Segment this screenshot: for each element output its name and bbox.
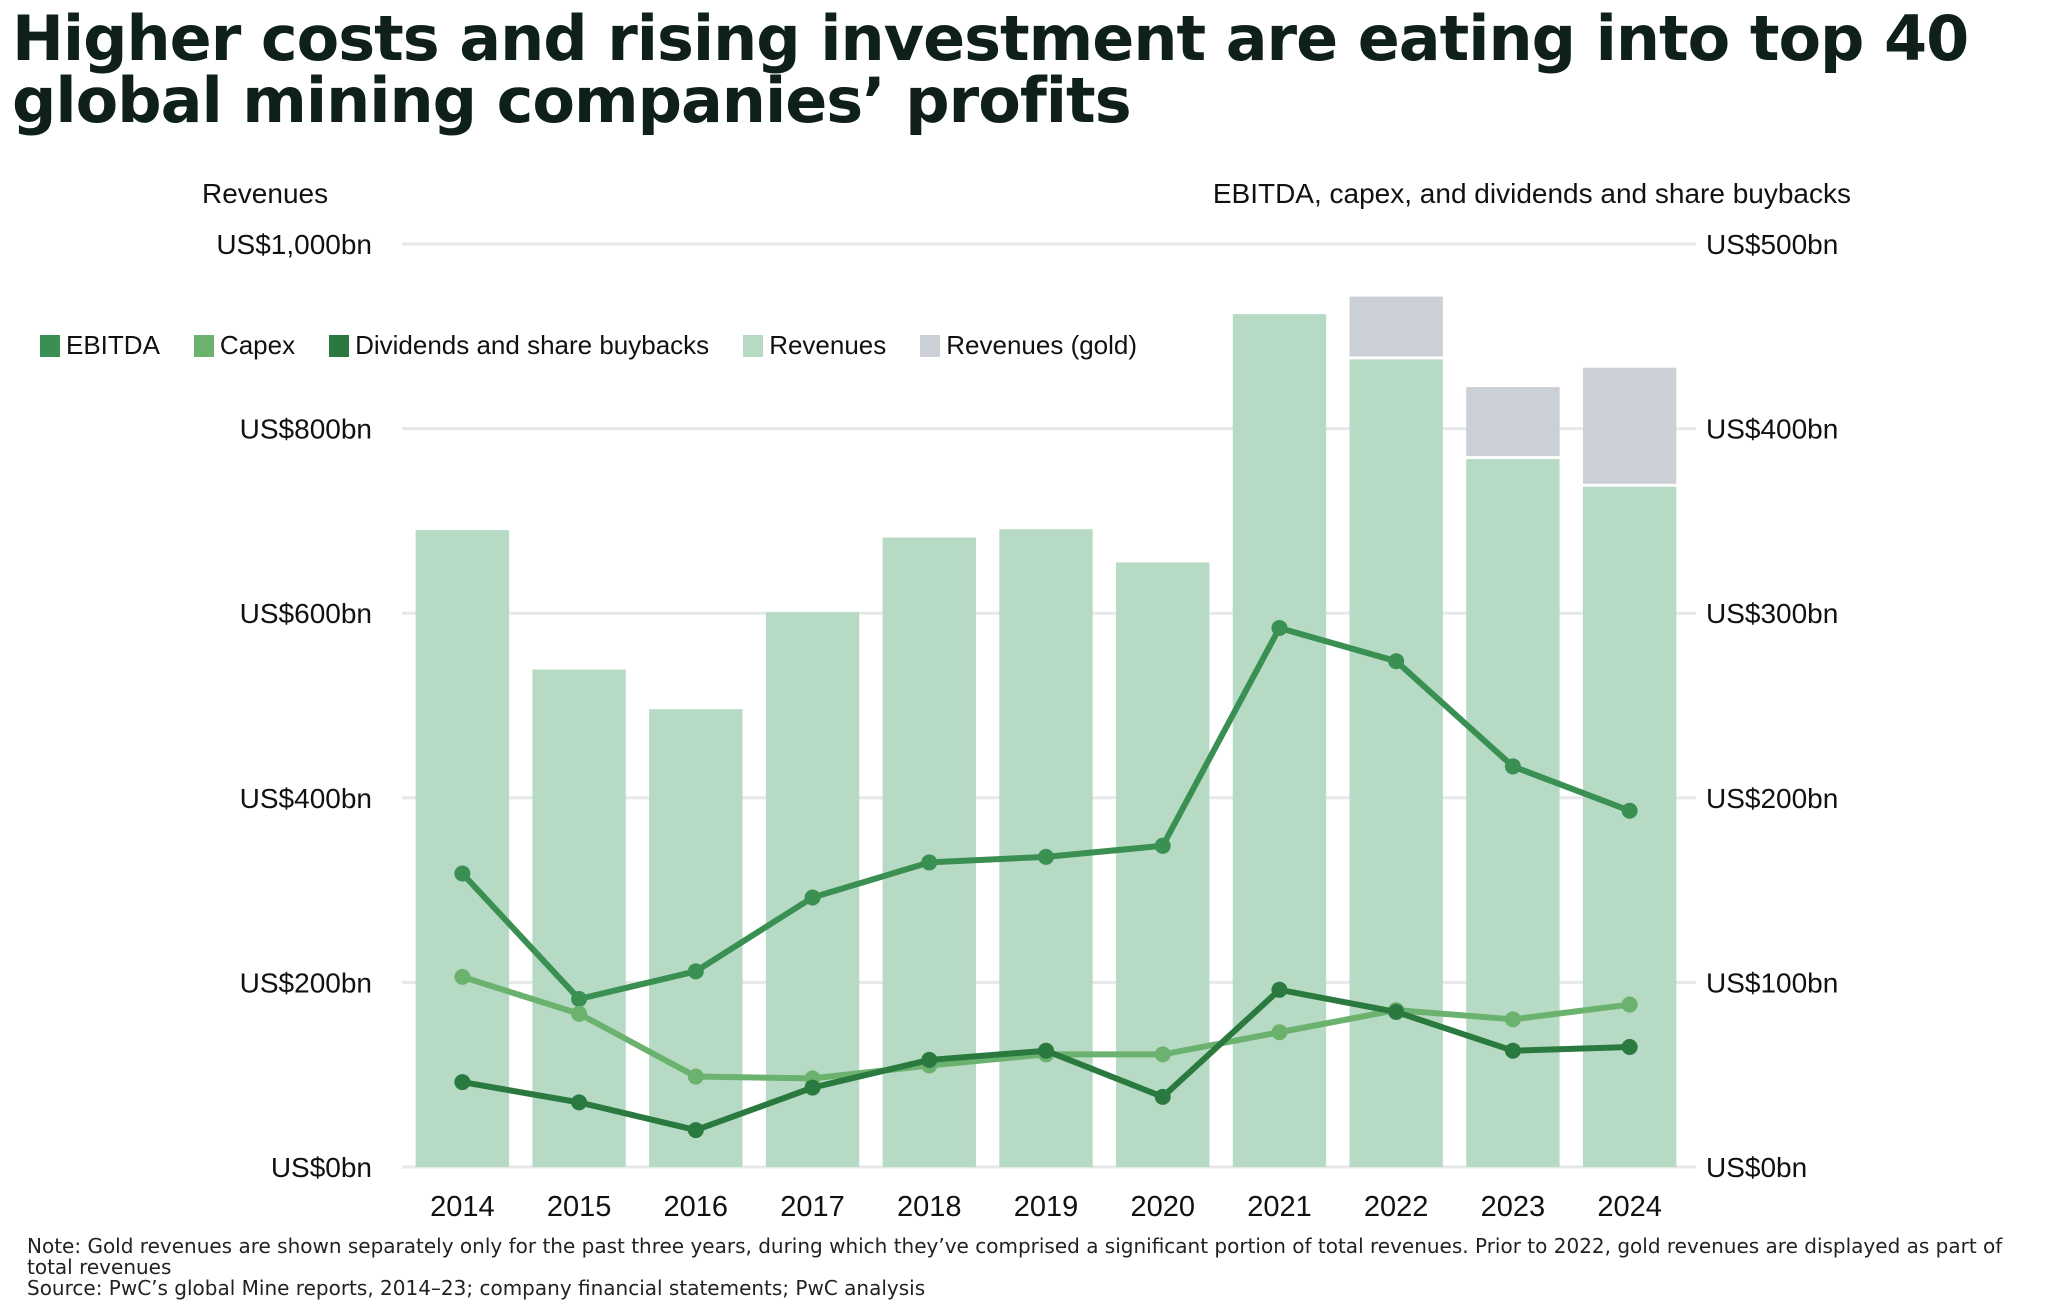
- capex-point: [1504, 1011, 1521, 1028]
- dividends-and-share-buybacks-point: [1621, 1039, 1638, 1056]
- legend-label: EBITDA: [66, 330, 160, 360]
- legend-label: Revenues: [769, 330, 887, 360]
- left-tick-label: US$1,000bn: [216, 229, 372, 260]
- capex-point: [1154, 1046, 1171, 1063]
- chart-title: Higher costs and rising investment are e…: [12, 2, 1969, 137]
- legend-item: Dividends and share buybacks: [329, 330, 709, 361]
- lines-layer: [454, 619, 1638, 1139]
- x-tick-label: 2014: [430, 1191, 495, 1223]
- x-tick-label: 2019: [1014, 1191, 1079, 1223]
- capex-point: [571, 1005, 588, 1022]
- legend-swatch: [40, 334, 60, 357]
- dividends-and-share-buybacks-point: [571, 1094, 588, 1111]
- capex-point: [1621, 996, 1638, 1013]
- x-tick-label: 2022: [1364, 1191, 1429, 1223]
- right-tick-label: US$100bn: [1706, 967, 1838, 998]
- right-tick-label: US$200bn: [1706, 783, 1838, 814]
- legend-label: Dividends and share buybacks: [355, 330, 710, 360]
- ebitda-point: [571, 991, 588, 1008]
- right-tick-label: US$300bn: [1706, 598, 1838, 629]
- dividends-and-share-buybacks-point: [1038, 1042, 1054, 1059]
- capex-point: [454, 968, 471, 985]
- source-text: Source: PwC’s global Mine reports, 2014–…: [27, 1276, 926, 1300]
- dividends-and-share-buybacks-point: [687, 1122, 704, 1139]
- chart-canvas: US$0bn US$0bn US$200bn US$100bn US$400bn US$2…: [216, 229, 1838, 1223]
- ebitda-point: [1388, 653, 1405, 670]
- dividends-and-share-buybacks-point: [804, 1079, 821, 1096]
- legend-item: EBITDA: [40, 330, 160, 361]
- legend-swatch: [743, 334, 764, 357]
- right-tick-label: US$400bn: [1706, 414, 1838, 445]
- ebitda-point: [804, 889, 821, 906]
- left-tick-label: US$400bn: [240, 783, 372, 814]
- revenue-bar: [1349, 359, 1443, 1167]
- right-tick-label: US$0bn: [1706, 1152, 1807, 1183]
- capex-point: [1271, 1024, 1288, 1041]
- legend-item: Capex: [193, 330, 296, 361]
- ebitda-point: [1038, 848, 1054, 865]
- x-tick-label: 2021: [1247, 1191, 1312, 1223]
- ebitda-point: [1271, 619, 1288, 636]
- x-tick-label: 2016: [664, 1191, 729, 1223]
- revenue-bar: [999, 529, 1093, 1167]
- footnote: Note: Gold revenues are shown separately…: [27, 1236, 2017, 1299]
- dividends-and-share-buybacks-point: [1154, 1088, 1171, 1105]
- legend-item: Revenues: [743, 330, 886, 361]
- legend-label: Capex: [219, 330, 296, 360]
- gold-revenue-bar: [1349, 296, 1443, 357]
- ebitda-point: [454, 865, 471, 882]
- ebitda-point: [687, 963, 704, 980]
- revenue-bar: [532, 669, 626, 1167]
- right-tick-label: US$500bn: [1706, 229, 1838, 260]
- left-axis-title: Revenues: [202, 178, 329, 209]
- ebitda-point: [1504, 758, 1521, 775]
- legend-item: Revenues (gold): [920, 330, 1137, 361]
- dividends-and-share-buybacks-point: [1388, 1003, 1405, 1020]
- dividends-and-share-buybacks-point: [1271, 981, 1288, 998]
- legend-swatch: [920, 334, 941, 357]
- x-tick-label: 2020: [1130, 1191, 1195, 1223]
- x-tick-label: 2024: [1597, 1191, 1662, 1223]
- legend-swatch: [193, 334, 214, 357]
- tick-labels: US$0bn US$0bn US$200bn US$100bn US$400bn US$2…: [216, 229, 1838, 1223]
- left-tick-label: US$800bn: [240, 414, 372, 445]
- ebitda-point: [1154, 837, 1171, 854]
- x-tick-label: 2018: [897, 1191, 962, 1223]
- note-text: Note: Gold revenues are shown separately…: [27, 1234, 2003, 1279]
- legend: EBITDA Capex Dividends and share buybacks R…: [40, 330, 1171, 361]
- revenue-bar: [1466, 459, 1560, 1168]
- capex-point: [687, 1068, 704, 1085]
- left-tick-label: US$600bn: [240, 598, 372, 629]
- ebitda-point: [1621, 802, 1638, 819]
- left-tick-label: US$0bn: [271, 1152, 372, 1183]
- gold-revenue-bar: [1466, 387, 1560, 457]
- left-tick-label: US$200bn: [240, 967, 372, 998]
- revenue-bar: [1116, 562, 1210, 1167]
- dividends-and-share-buybacks-point: [1504, 1042, 1521, 1059]
- legend-label: Revenues (gold): [946, 330, 1138, 360]
- revenue-bar: [1582, 486, 1677, 1167]
- x-tick-label: 2015: [547, 1191, 612, 1223]
- right-axis-title: EBITDA, capex, and dividends and share b…: [1212, 178, 1851, 209]
- revenue-bar: [415, 530, 510, 1167]
- x-tick-label: 2023: [1481, 1191, 1546, 1223]
- revenue-bar: [649, 709, 743, 1167]
- ebitda-point: [921, 854, 938, 871]
- dividends-and-share-buybacks-point: [454, 1074, 471, 1091]
- dividends-and-share-buybacks-point: [921, 1051, 938, 1068]
- gold-revenue-bar: [1582, 367, 1677, 484]
- x-tick-label: 2017: [780, 1191, 845, 1223]
- legend-swatch: [329, 334, 350, 357]
